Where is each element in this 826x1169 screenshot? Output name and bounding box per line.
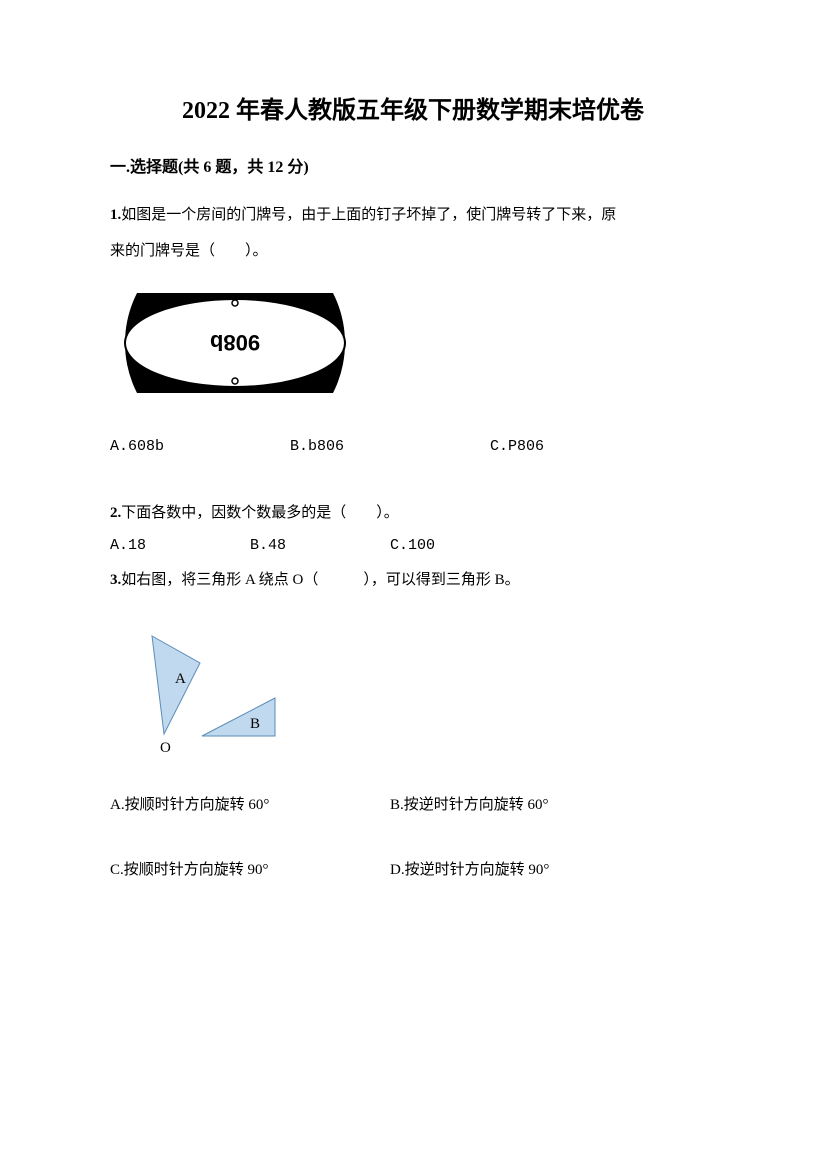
- bottom-screw-icon: [232, 378, 238, 384]
- q3-figure: A B O: [130, 628, 716, 763]
- q1-option-a: A.608b: [110, 438, 290, 455]
- triangle-a-label: A: [175, 671, 186, 687]
- q1-option-c: C.P806: [490, 438, 670, 455]
- question-1: 1.如图是一个房间的门牌号，由于上面的钉子坏掉了，使门牌号转了下来，原 来的门牌…: [110, 197, 716, 269]
- point-o-label: O: [160, 740, 171, 756]
- question-3: 3.如右图，将三角形 A 绕点 O（ ），可以得到三角形 B。: [110, 562, 716, 598]
- q2-option-b: B.48: [250, 537, 390, 554]
- q3-option-a: A.按顺时针方向旋转 60°: [110, 793, 390, 814]
- door-plate-svg: 908b: [120, 293, 350, 393]
- triangle-b: [202, 698, 275, 736]
- q3-options: A.按顺时针方向旋转 60° B.按逆时针方向旋转 60° C.按顺时针方向旋转…: [110, 793, 716, 879]
- q1-figure: 908b: [120, 293, 716, 398]
- q1-options: A.608b B.b806 C.P806: [110, 438, 716, 455]
- q3-text: 如右图，将三角形 A 绕点 O（ ），可以得到三角形 B。: [121, 572, 519, 588]
- q2-text: 下面各数中，因数个数最多的是（ ）。: [121, 505, 399, 521]
- q1-option-b: B.b806: [290, 438, 490, 455]
- q2-option-a: A.18: [110, 537, 250, 554]
- q2-option-c: C.100: [390, 537, 530, 554]
- page-title: 2022 年春人教版五年级下册数学期末培优卷: [110, 90, 716, 125]
- triangle-rotation-svg: A B O: [130, 628, 330, 758]
- q2-options: A.18 B.48 C.100: [110, 537, 716, 554]
- question-2: 2.下面各数中，因数个数最多的是（ ）。: [110, 495, 716, 531]
- q3-option-c: C.按顺时针方向旋转 90°: [110, 858, 390, 879]
- q1-number: 1.: [110, 207, 121, 223]
- top-screw-icon: [232, 300, 238, 306]
- q2-number: 2.: [110, 505, 121, 521]
- section-header: 一.选择题(共 6 题，共 12 分): [110, 153, 716, 177]
- door-plate-label: 908b: [210, 330, 260, 355]
- q1-text-line2: 来的门牌号是（ ）。: [110, 233, 716, 269]
- triangle-b-label: B: [250, 716, 260, 732]
- q3-option-b: B.按逆时针方向旋转 60°: [390, 793, 670, 814]
- q1-text: 如图是一个房间的门牌号，由于上面的钉子坏掉了，使门牌号转了下来，原: [121, 207, 616, 223]
- q3-number: 3.: [110, 572, 121, 588]
- q3-option-d: D.按逆时针方向旋转 90°: [390, 858, 670, 879]
